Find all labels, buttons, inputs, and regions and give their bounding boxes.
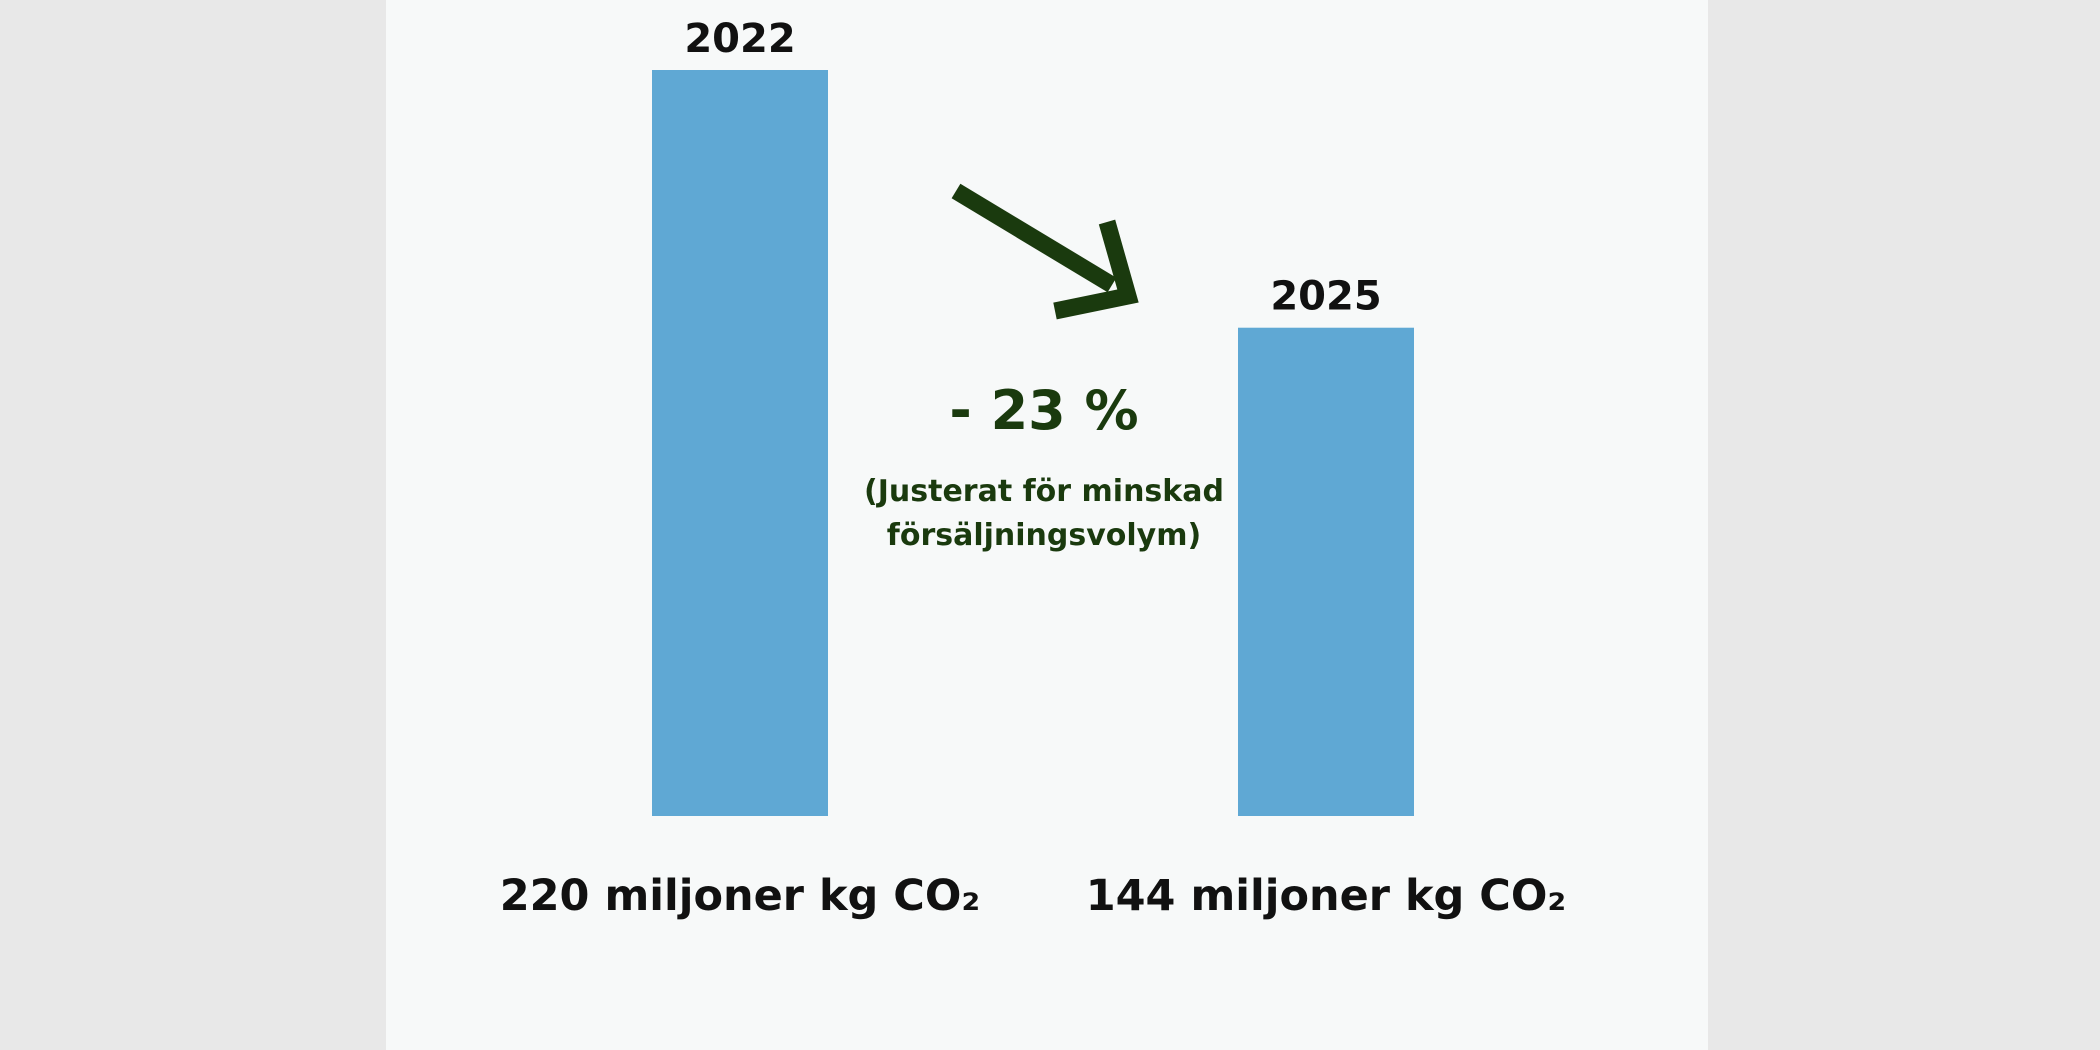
value-label-2025: 144 miljoner kg CO₂ xyxy=(1086,871,1567,921)
value-label-2022: 220 miljoner kg CO₂ xyxy=(500,871,981,921)
bar-2025 xyxy=(1238,327,1414,816)
adjustment-note-line1: (Justerat för minskad xyxy=(864,474,1224,509)
bars-layer: 2022 220 miljoner kg CO₂ 2025 144 miljoner … xyxy=(500,16,1567,921)
adjustment-note-line2: försäljningsvolym) xyxy=(887,518,1201,553)
arrow-head xyxy=(1053,219,1139,320)
chart-panel xyxy=(386,0,1708,1050)
bar-2022 xyxy=(652,70,828,816)
year-label-2025: 2025 xyxy=(1270,274,1381,320)
year-label-2022: 2022 xyxy=(684,16,795,62)
arrow-down-right-icon xyxy=(951,183,1117,293)
change-arrow xyxy=(951,183,1139,320)
change-percentage: - 23 % xyxy=(949,379,1138,442)
